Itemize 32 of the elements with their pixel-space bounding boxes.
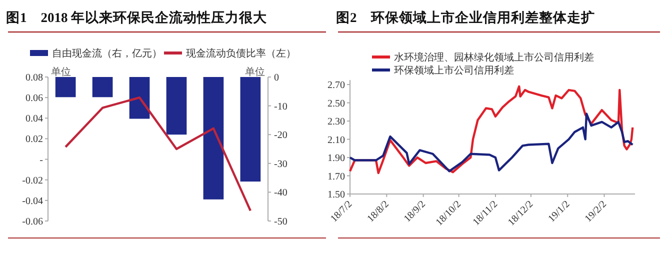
y-tick-label: 1.90 [328, 153, 345, 164]
y-tick-label: -0.04 [22, 196, 43, 207]
y-tick-label: 2.30 [328, 116, 345, 128]
y2-tick-label: -30 [274, 158, 288, 170]
chart-title: 图1 2018 年以来环保民企流动性压力很大 [6, 9, 268, 25]
y-tick-label: - [40, 154, 43, 166]
y-tick-label: 0.04 [26, 114, 43, 125]
legend-label: 水环境治理、园林绿化领域上市公司信用利差 [394, 52, 594, 64]
y-tick-label: 2.50 [328, 98, 345, 110]
y2-tick-label: -20 [274, 130, 288, 142]
annotation: 单位 [51, 66, 71, 78]
y2-tick-label: -40 [274, 188, 288, 199]
annotation: 单位 [245, 66, 265, 78]
line-series [64, 96, 252, 212]
y2-tick-label: 0 [274, 72, 279, 84]
legend-label: 环保领域上市公司信用利差 [394, 64, 514, 76]
y-tick-label: 1.50 [328, 190, 345, 200]
y-tick-label: 0.06 [26, 93, 43, 104]
y2-tick-label: -10 [274, 101, 288, 112]
y-tick-label: 1.70 [328, 171, 345, 182]
y-tick-label: -0.02 [22, 175, 43, 186]
line-series [348, 85, 634, 174]
legend-label: 现金流动负债比率（左） [186, 48, 296, 60]
line-series [348, 112, 634, 172]
y2-tick-label: -50 [274, 216, 288, 228]
y-tick-label: 2.10 [328, 134, 345, 146]
chart-title: 图2 环保领域上市企业信用利差整体走扩 [336, 9, 595, 25]
legend-label: 自由现金流（右，亿元） [52, 48, 162, 60]
y-tick-label: 2.70 [328, 80, 345, 92]
y-tick-label: 0.08 [26, 72, 43, 84]
y-tick-label: -0.06 [22, 216, 43, 228]
y-tick-label: 0.02 [26, 134, 43, 146]
